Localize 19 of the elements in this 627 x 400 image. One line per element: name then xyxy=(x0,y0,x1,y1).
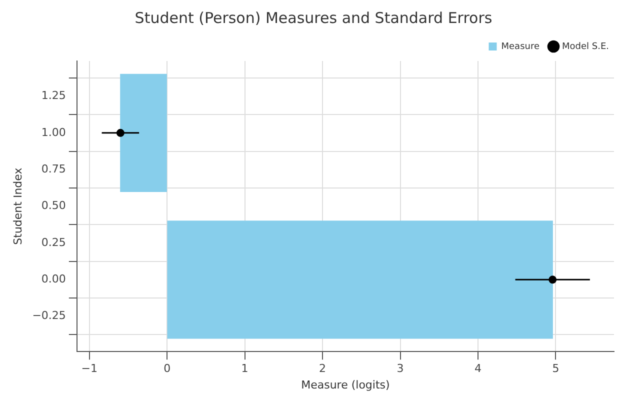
x-tick-label: 1 xyxy=(241,362,248,376)
x-tick-label: −1 xyxy=(81,362,98,376)
legend-label: Measure xyxy=(501,42,540,52)
x-tick-label: 0 xyxy=(164,362,171,376)
legend-label: Model S.E. xyxy=(562,42,610,52)
y-tick-label: 0.25 xyxy=(41,236,66,249)
y-axis-title: Student Index xyxy=(11,167,24,245)
y-tick-label: 0.00 xyxy=(41,272,66,286)
y-tick-label: −0.25 xyxy=(32,309,66,322)
x-axis-title: Measure (logits) xyxy=(301,378,390,392)
x-tick-label: 4 xyxy=(474,362,482,376)
x-tick-label: 5 xyxy=(552,362,560,376)
chart-title: Student (Person) Measures and Standard Errors xyxy=(134,8,492,27)
y-tick-label: 0.75 xyxy=(41,162,66,176)
y-tick-label: 0.50 xyxy=(41,199,66,212)
y-tick-label: 1.00 xyxy=(41,126,66,139)
x-tick-label: 2 xyxy=(319,362,326,376)
y-tick-label: 1.25 xyxy=(41,89,66,102)
x-tick-label: 3 xyxy=(396,362,404,376)
